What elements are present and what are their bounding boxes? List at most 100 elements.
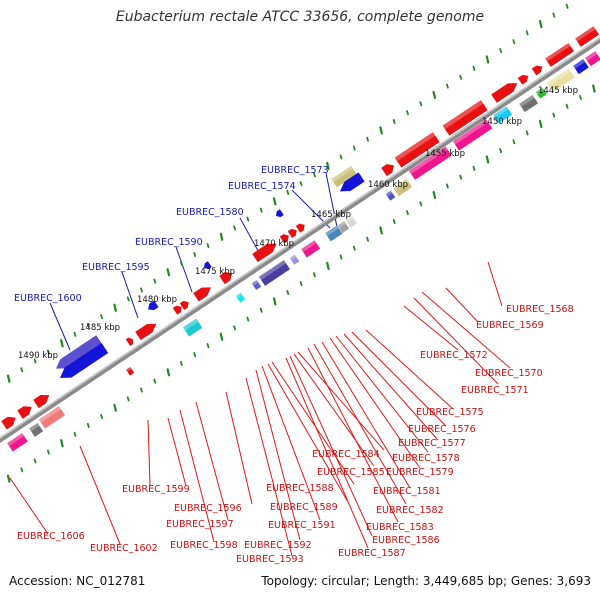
reverse-gene	[276, 209, 284, 218]
scale-tick	[140, 287, 143, 293]
scale-label: 1450 kbp	[482, 117, 522, 127]
gene-block	[258, 260, 291, 286]
forward-gene	[531, 65, 543, 76]
forward-gene	[442, 100, 488, 136]
gene-block	[7, 433, 28, 452]
scale-tick	[499, 48, 503, 54]
inner-tick-track	[6, 84, 596, 483]
scale-tick	[193, 352, 197, 358]
forward-gene	[252, 243, 277, 263]
gene-block	[126, 366, 135, 376]
forward-gene	[135, 323, 157, 341]
gene-label-bottom: EUBREC_1602	[90, 543, 158, 554]
leader-line	[167, 417, 187, 487]
scale-tick	[33, 358, 37, 364]
scale-tick	[47, 449, 50, 455]
leader-line	[365, 329, 453, 409]
gene-label-top: EUBREC_1574	[228, 181, 296, 192]
leader-line	[79, 445, 121, 545]
gene-label-bottom: EUBREC_1586	[372, 535, 440, 546]
scale-tick	[406, 210, 409, 216]
scale-tick	[246, 216, 250, 222]
forward-gene	[575, 26, 600, 47]
forward-gene	[394, 132, 440, 168]
scale-tick	[432, 190, 437, 200]
scale-tick	[219, 332, 224, 341]
leader-line	[293, 353, 375, 467]
gene-label-bottom: EUBREC_1570	[475, 368, 543, 379]
scale-tick	[592, 84, 596, 93]
gene-label-bottom: EUBREC_1579	[386, 467, 454, 478]
forward-gene	[17, 406, 32, 419]
gene-block	[337, 221, 350, 234]
scale-tick	[286, 289, 290, 295]
forward-gene	[172, 305, 182, 315]
gene-label-bottom: EUBREC_1589	[270, 502, 338, 513]
scale-label: 1465 kbp	[311, 210, 351, 220]
leader-line	[297, 351, 385, 451]
scale-tick	[406, 110, 409, 116]
forward-gene	[179, 300, 189, 310]
gene-features	[1, 26, 600, 452]
leader-line	[289, 355, 373, 537]
leader-line	[255, 369, 301, 541]
scale-tick	[538, 119, 543, 129]
leader-line	[325, 172, 339, 233]
scale-tick	[219, 232, 224, 241]
scale-tick	[153, 278, 157, 284]
gene-label-bottom: EUBREC_1588	[266, 483, 334, 494]
scale-tick	[33, 458, 37, 464]
scale-ticks	[6, 3, 596, 483]
scale-tick	[140, 387, 143, 393]
leader-line	[245, 377, 293, 557]
scale-tick	[432, 90, 437, 100]
gene-block	[573, 59, 589, 75]
leader-line	[261, 365, 321, 521]
gene-block	[385, 190, 396, 201]
gene-block	[29, 422, 44, 437]
leader-line	[351, 331, 447, 427]
reverse-gene	[340, 172, 365, 192]
gene-block	[408, 146, 452, 180]
scale-tick	[459, 74, 463, 80]
scale-tick	[445, 83, 449, 89]
forward-gene	[193, 287, 211, 302]
gene-label-bottom: EUBREC_1582	[376, 505, 444, 516]
gene-block	[235, 292, 246, 303]
gene-block	[393, 178, 413, 197]
leader-line	[285, 357, 369, 549]
leader-line	[321, 341, 411, 489]
scale-tick	[459, 174, 463, 180]
scale-tick	[366, 136, 370, 142]
scale-tick	[259, 307, 263, 313]
scale-tick	[299, 181, 303, 187]
scale-tick	[485, 155, 490, 164]
scale-label: 1475 kbp	[195, 267, 235, 277]
scale-label: 1460 kbp	[368, 180, 408, 190]
scale-tick	[512, 139, 516, 145]
scale-tick	[206, 243, 210, 249]
scale-tick	[552, 12, 556, 18]
scale-tick	[379, 226, 383, 235]
leader-line	[343, 333, 439, 441]
scale-tick	[100, 314, 103, 320]
gene-block	[535, 87, 547, 99]
scale-tick	[326, 161, 330, 170]
gene-label-bottom: EUBREC_1597	[166, 519, 234, 530]
gene-label-bottom: EUBREC_1606	[17, 531, 85, 542]
scale-tick	[525, 130, 529, 136]
leader-line	[403, 305, 459, 351]
scale-tick	[179, 360, 183, 366]
forward-gene	[287, 228, 297, 238]
scale-tick	[179, 260, 183, 266]
scale-label: 1485 kbp	[80, 323, 120, 333]
genome-backbone	[0, 37, 600, 444]
scale-tick	[352, 245, 356, 251]
scale-label: 1470 kbp	[254, 239, 294, 249]
gene-label-top: EUBREC_1590	[135, 237, 203, 248]
scale-tick	[499, 148, 503, 154]
forward-gene	[279, 234, 289, 244]
scale-tick	[20, 467, 24, 473]
forward-gene	[517, 74, 529, 85]
